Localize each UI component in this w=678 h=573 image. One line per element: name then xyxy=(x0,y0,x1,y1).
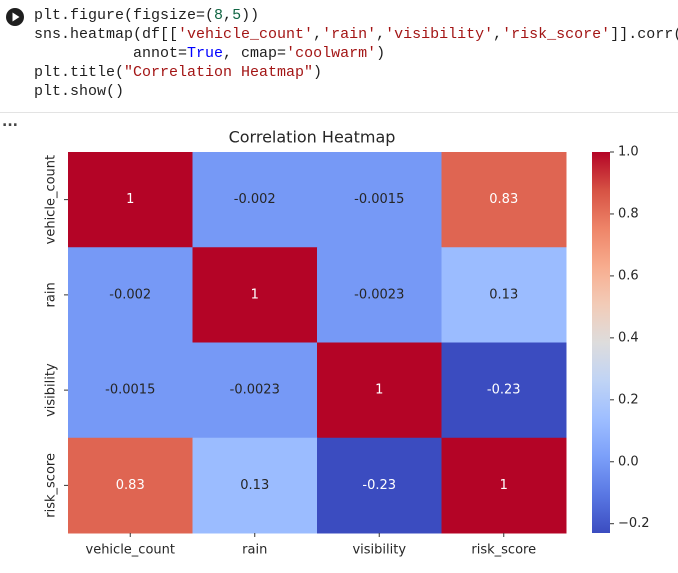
cell-label: -0.002 xyxy=(109,287,151,302)
heatmap-cell xyxy=(317,342,442,439)
cell-label: -0.0023 xyxy=(230,383,280,398)
output-marker: ... xyxy=(2,114,18,130)
x-tick-label: rain xyxy=(242,543,267,558)
code-token: annot= xyxy=(34,45,188,62)
cell-label: 1 xyxy=(126,192,134,207)
heatmap-cell xyxy=(68,247,193,343)
colorbar-tick-label: −0.2 xyxy=(618,516,650,531)
y-tick-label: rain xyxy=(44,282,59,307)
colorbar xyxy=(592,152,610,533)
cell-label: 0.13 xyxy=(240,478,269,493)
y-tick-label: risk_score xyxy=(44,453,59,518)
heatmap-cell xyxy=(68,152,193,248)
cell-label: 1 xyxy=(375,383,383,398)
y-tick-label: visibility xyxy=(44,363,59,417)
code-token: ]].corr(), xyxy=(610,26,678,43)
code-line: plt.figure(figsize=(8,5)) xyxy=(34,6,678,25)
cell-label: -0.0015 xyxy=(354,192,404,207)
cell-label: -0.23 xyxy=(362,478,396,493)
code-token: 'rain' xyxy=(322,26,377,43)
heatmap-cell xyxy=(68,342,193,439)
code-token: 'visibility' xyxy=(385,26,494,43)
heatmap-cell xyxy=(441,152,567,248)
code-token: plt.figure(figsize=( xyxy=(34,7,215,24)
heatmap-cell xyxy=(192,152,318,248)
heatmap-cell xyxy=(192,342,318,439)
heatmap-cell xyxy=(192,247,318,343)
heatmap-cell xyxy=(192,437,318,534)
heatmap-cell xyxy=(441,437,567,534)
code-token: ) xyxy=(313,64,323,81)
code-token: , xyxy=(493,26,503,43)
colorbar-tick-label: 0.2 xyxy=(618,392,639,407)
code-token: plt.show() xyxy=(34,83,125,100)
colorbar-tick-label: 0.4 xyxy=(618,330,639,345)
heatmap-cell xyxy=(441,342,567,439)
run-button[interactable] xyxy=(5,7,25,27)
code-token: 'risk_score' xyxy=(502,26,611,43)
colorbar-tick-label: 0.8 xyxy=(618,206,639,221)
cell-label: 0.83 xyxy=(489,192,518,207)
cell-label: 1 xyxy=(500,478,508,493)
heatmap-cell xyxy=(68,437,193,534)
code-token: , xyxy=(223,7,233,24)
y-tick-label: vehicle_count xyxy=(44,155,59,244)
x-tick-label: visibility xyxy=(352,543,406,558)
code-token: 5 xyxy=(232,7,242,24)
code-cell: plt.figure(figsize=(8,5)) sns.heatmap(df[… xyxy=(34,6,678,101)
code-token: plt.title( xyxy=(34,64,125,81)
cell-label: 0.13 xyxy=(489,287,518,302)
heatmap-cell xyxy=(441,247,567,343)
separator xyxy=(0,112,678,113)
colorbar-tick-label: 0.0 xyxy=(618,454,639,469)
heatmap-cell xyxy=(317,152,442,248)
code-line: sns.heatmap(df[['vehicle_count','rain','… xyxy=(34,25,678,44)
code-line: plt.title("Correlation Heatmap") xyxy=(34,63,678,82)
x-tick-label: vehicle_count xyxy=(86,543,175,558)
cell-label: -0.23 xyxy=(487,383,521,398)
cell-label: 0.83 xyxy=(116,478,145,493)
cell-label: -0.0023 xyxy=(354,287,404,302)
code-token: "Correlation Heatmap" xyxy=(124,64,314,81)
cell-label: -0.002 xyxy=(234,192,276,207)
code-token: sns.heatmap(df[[ xyxy=(34,26,179,43)
colorbar-tick-label: 1.0 xyxy=(618,145,639,160)
code-token: , xyxy=(313,26,323,43)
code-token: True xyxy=(187,45,224,62)
code-token: , cmap= xyxy=(223,45,287,62)
code-token: 'vehicle_count' xyxy=(178,26,314,43)
code-token: 8 xyxy=(214,7,224,24)
cell-label: -0.0015 xyxy=(105,383,155,398)
code-token: 'coolwarm' xyxy=(286,45,377,62)
code-token: ) xyxy=(376,45,386,62)
heatmap-cell xyxy=(317,247,442,343)
code-line: plt.show() xyxy=(34,82,678,101)
heatmap-cell xyxy=(317,437,442,534)
cell-label: 1 xyxy=(251,287,259,302)
code-line: annot=True, cmap='coolwarm') xyxy=(34,44,678,63)
code-token: )) xyxy=(241,7,260,24)
x-tick-label: risk_score xyxy=(471,543,536,558)
code-token: , xyxy=(376,26,386,43)
colorbar-tick-label: 0.6 xyxy=(618,268,639,283)
chart-title: Correlation Heatmap xyxy=(229,128,396,147)
